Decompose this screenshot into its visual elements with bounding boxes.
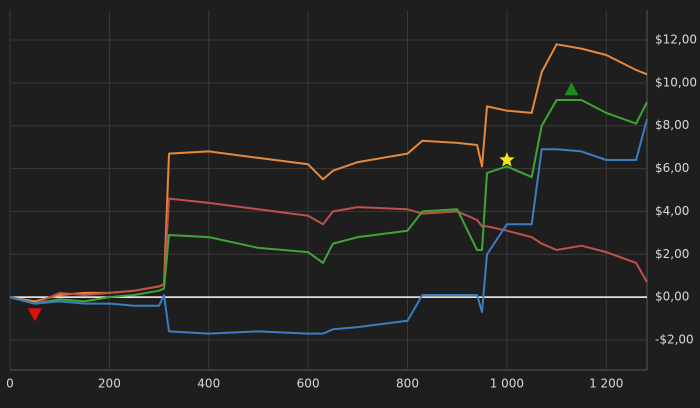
y-tick-label: $0,00 xyxy=(655,290,689,304)
y-tick-label: -$2,00 xyxy=(655,333,694,347)
x-tick-label: 0 xyxy=(6,377,14,391)
x-tick-label: 200 xyxy=(98,377,121,391)
series-line xyxy=(9,119,648,335)
marker xyxy=(499,152,515,167)
y-tick-label: $8,00 xyxy=(655,118,689,132)
y-tick-label: $10,00 xyxy=(655,75,697,89)
y-tick-label: $6,00 xyxy=(655,161,689,175)
marker xyxy=(564,82,579,96)
series-line xyxy=(9,99,648,305)
y-tick-label: $4,00 xyxy=(655,204,689,218)
x-tick-label: 400 xyxy=(197,377,220,391)
x-tick-label: 600 xyxy=(297,377,320,391)
series-line xyxy=(9,197,648,305)
y-tick-label: $2,00 xyxy=(655,247,689,261)
marker xyxy=(27,308,42,322)
y-tick-label: $12,00 xyxy=(655,33,697,47)
x-tick-label: 1 000 xyxy=(490,377,524,391)
x-tick-label: 800 xyxy=(396,377,419,391)
x-tick-label: 1 200 xyxy=(589,377,623,391)
